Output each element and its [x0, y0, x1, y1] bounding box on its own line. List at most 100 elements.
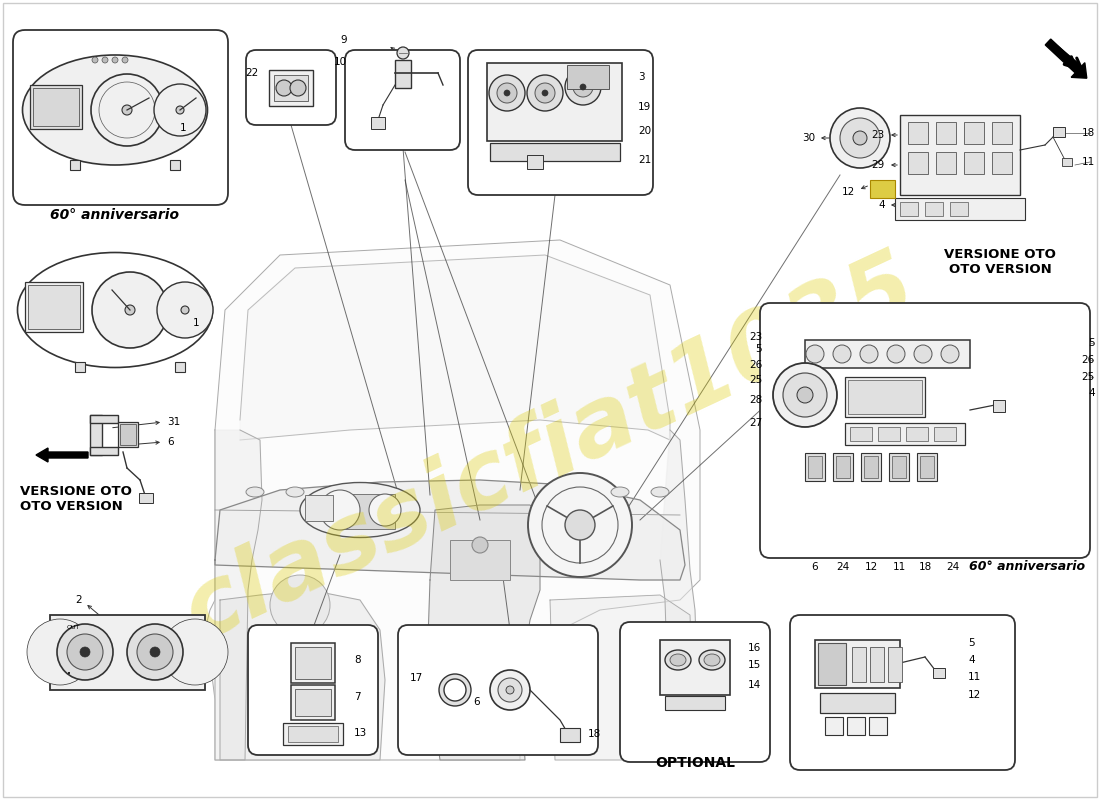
Text: VERSIONE OTO
OTO VERSION: VERSIONE OTO OTO VERSION — [20, 485, 132, 513]
Text: 26: 26 — [749, 360, 762, 370]
Text: 11: 11 — [892, 562, 905, 572]
Ellipse shape — [246, 487, 264, 497]
Circle shape — [102, 57, 108, 63]
Circle shape — [806, 345, 824, 363]
Circle shape — [276, 80, 292, 96]
Circle shape — [150, 647, 160, 657]
Text: 18: 18 — [588, 729, 602, 739]
Bar — [90, 447, 118, 455]
Text: 2: 2 — [76, 595, 82, 605]
Circle shape — [67, 634, 103, 670]
Text: 5: 5 — [756, 344, 762, 354]
Bar — [371, 117, 385, 129]
Bar — [340, 494, 395, 529]
Circle shape — [830, 108, 890, 168]
Bar — [560, 728, 580, 742]
Circle shape — [122, 105, 132, 115]
Text: 26: 26 — [1081, 355, 1094, 365]
Bar — [848, 380, 922, 414]
Circle shape — [542, 90, 548, 96]
Text: 21: 21 — [638, 155, 651, 165]
Text: 6: 6 — [812, 562, 818, 572]
Bar — [395, 60, 411, 88]
Text: 28: 28 — [749, 395, 762, 405]
Text: 60° anniversario: 60° anniversario — [51, 208, 179, 222]
Text: 10: 10 — [334, 57, 346, 67]
Bar — [75, 362, 85, 372]
Circle shape — [535, 83, 556, 103]
Bar — [292, 685, 336, 720]
Bar — [90, 415, 102, 455]
Bar — [864, 456, 878, 478]
Bar — [28, 285, 80, 329]
Bar — [825, 717, 843, 735]
FancyBboxPatch shape — [620, 622, 770, 762]
Text: 25: 25 — [749, 375, 762, 385]
Circle shape — [472, 537, 488, 553]
Circle shape — [504, 90, 510, 96]
Text: 12: 12 — [842, 187, 855, 197]
Bar — [288, 726, 338, 742]
Text: 5: 5 — [968, 638, 975, 648]
Bar — [861, 453, 881, 481]
Bar — [305, 495, 333, 521]
Bar — [836, 456, 850, 478]
Text: 7: 7 — [354, 692, 361, 702]
Ellipse shape — [300, 482, 420, 538]
Circle shape — [528, 473, 632, 577]
FancyBboxPatch shape — [345, 50, 460, 150]
Circle shape — [580, 84, 586, 90]
Text: 6: 6 — [167, 437, 174, 447]
Text: 24: 24 — [946, 562, 959, 572]
Bar — [1062, 158, 1072, 166]
Circle shape — [368, 494, 402, 526]
Ellipse shape — [651, 487, 669, 497]
Text: 11: 11 — [1081, 157, 1094, 167]
Text: 8: 8 — [354, 655, 361, 665]
Text: 1: 1 — [180, 123, 187, 133]
Bar — [936, 122, 956, 144]
Circle shape — [112, 57, 118, 63]
Bar — [175, 362, 185, 372]
Circle shape — [940, 345, 959, 363]
Text: 24: 24 — [836, 562, 849, 572]
Circle shape — [852, 131, 867, 145]
FancyArrow shape — [36, 448, 88, 462]
Circle shape — [527, 75, 563, 111]
Text: 31: 31 — [167, 417, 180, 427]
Bar — [900, 115, 1020, 195]
Circle shape — [490, 75, 525, 111]
Circle shape — [126, 624, 183, 680]
Bar — [820, 693, 895, 713]
Text: 60° anniversario: 60° anniversario — [969, 560, 1085, 573]
Bar — [906, 427, 928, 441]
Ellipse shape — [286, 487, 304, 497]
Text: 1: 1 — [192, 318, 199, 328]
Bar — [805, 340, 970, 368]
Bar — [33, 88, 79, 126]
Text: 3: 3 — [638, 72, 645, 82]
Circle shape — [28, 619, 94, 685]
Bar — [30, 85, 82, 129]
Text: 5: 5 — [1088, 338, 1094, 348]
Text: 30: 30 — [802, 133, 815, 143]
Bar — [487, 63, 622, 141]
Circle shape — [565, 69, 601, 105]
Text: 12: 12 — [865, 562, 878, 572]
FancyBboxPatch shape — [398, 625, 598, 755]
Text: 4: 4 — [968, 655, 975, 665]
Circle shape — [530, 158, 540, 168]
Circle shape — [57, 624, 113, 680]
Bar — [888, 647, 902, 682]
Polygon shape — [214, 480, 685, 580]
Bar — [139, 493, 153, 503]
Bar — [118, 422, 138, 447]
Circle shape — [887, 345, 905, 363]
FancyBboxPatch shape — [468, 50, 653, 195]
Circle shape — [157, 282, 213, 338]
Circle shape — [290, 80, 306, 96]
Circle shape — [914, 345, 932, 363]
Ellipse shape — [666, 650, 691, 670]
Bar — [917, 453, 937, 481]
Text: 16: 16 — [748, 643, 761, 653]
